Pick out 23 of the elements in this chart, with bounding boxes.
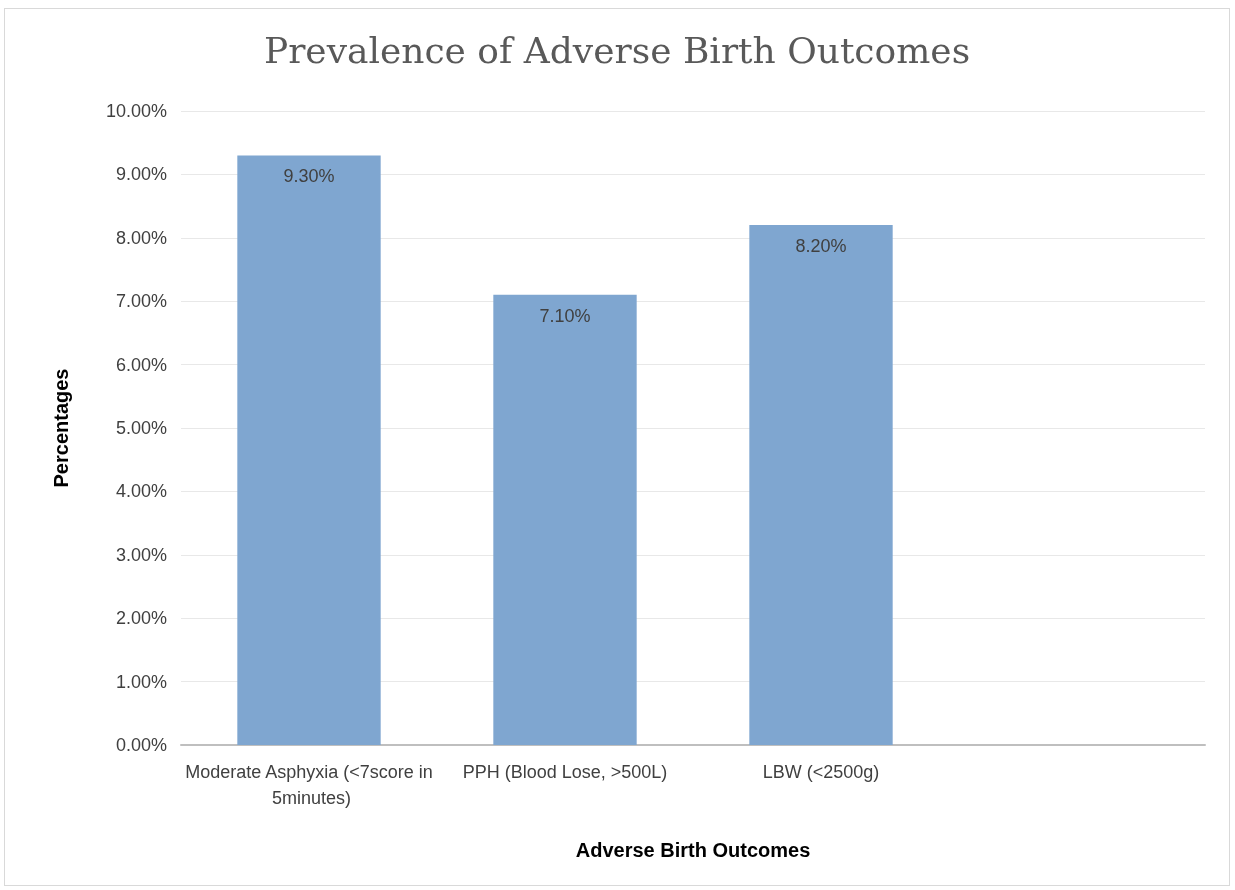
y-tick-label: 4.00% — [115, 481, 167, 502]
bar — [237, 155, 381, 745]
chart-title: Prevalence of Adverse Birth Outcomes — [263, 29, 971, 71]
data-label: 9.30% — [283, 166, 335, 187]
bar — [493, 294, 637, 745]
y-tick-label: 1.00% — [115, 671, 167, 692]
y-tick-label: 8.00% — [115, 227, 167, 248]
y-tick-label: 5.00% — [115, 418, 167, 438]
y-tick-label: 6.00% — [115, 354, 167, 375]
y-tick-label: 10.00% — [105, 101, 167, 121]
y-tick-label: 3.00% — [115, 544, 167, 565]
data-label: 7.10% — [539, 305, 591, 326]
y-tick-label: 7.00% — [115, 291, 167, 312]
y-tick-label: 9.00% — [115, 164, 167, 185]
data-label: 8.20% — [795, 236, 847, 257]
bar — [749, 225, 893, 745]
x-axis-title: Adverse Birth Outcomes — [575, 839, 811, 861]
x-tick-label: Moderate Asphyxia (<7score in 5minutes) — [185, 762, 433, 808]
y-tick-label: 2.00% — [115, 608, 167, 629]
x-tick-label: PPH (Blood Lose, >500L) — [462, 762, 668, 782]
x-tick-label: LBW (<2500g) — [762, 762, 880, 782]
y-tick-label: 0.00% — [115, 735, 167, 755]
y-axis-title: Percentages — [50, 368, 72, 488]
